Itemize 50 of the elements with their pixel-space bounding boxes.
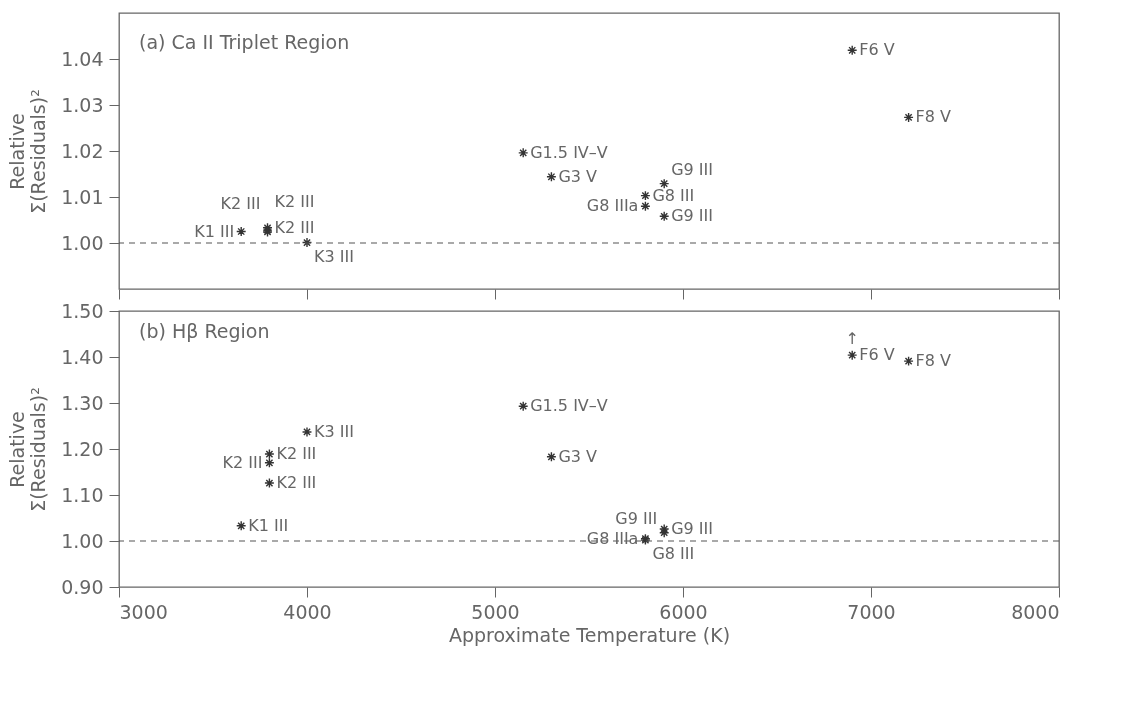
annotation: G3 V [558, 166, 598, 186]
y-tick-label: 1.40 [61, 345, 104, 368]
annotation: K2 III [222, 452, 263, 472]
y-axis-title: Relative Σ(Residuals)² [6, 387, 50, 512]
text: (a) Ca II Triplet Region [139, 31, 350, 53]
annotation: G8 IIIa [586, 528, 639, 548]
y-tick-label: 1.20 [61, 437, 104, 460]
annotation: G1.5 IV–V [530, 396, 608, 416]
y-tick-label: 1.02 [61, 139, 104, 162]
y-tick-label: 0.90 [61, 575, 104, 598]
x-tick-label: 8000 [1011, 600, 1060, 623]
y-tick-label: 1.10 [61, 483, 104, 506]
annotation: F8 V [915, 107, 952, 127]
y-axis-title: Relative Σ(Residuals)² [6, 89, 50, 214]
annotation: F6 V [859, 40, 895, 60]
annotation: G8 III [652, 185, 695, 205]
annotation: K2 III [276, 473, 317, 493]
annotation: K2 III [274, 192, 315, 212]
y-tick-label: 1.50 [61, 299, 104, 322]
annotation: G9 III [671, 206, 714, 226]
y-tick-label: 1.00 [61, 231, 104, 254]
x-tick-label: 5000 [471, 600, 520, 623]
x-tick-label: 6000 [659, 600, 708, 623]
y-tick-label: 1.01 [61, 185, 104, 208]
annotation: K3 III [314, 246, 354, 266]
annotation: G9 III [671, 159, 714, 179]
y-tick-label: 1.04 [61, 47, 104, 70]
annotation: G8 III [652, 544, 695, 564]
annotation: G9 III [671, 519, 714, 539]
annotation: K1 III [248, 515, 289, 535]
x-tick-label: 4000 [283, 600, 332, 623]
annotation: F6 V [859, 345, 895, 365]
y-tick-label: 1.03 [61, 93, 104, 116]
annotation: K2 III [220, 193, 261, 213]
annotation: G9 III [615, 508, 658, 528]
annotation: G3 V [558, 446, 598, 466]
annotation: K2 III [274, 217, 315, 237]
annotation: G8 IIIa [586, 196, 639, 216]
annotation: G1.5 IV–V [530, 142, 608, 162]
y-tick-label: 1.30 [61, 391, 104, 414]
annotation: F8 V [915, 351, 952, 371]
annotation: K1 III [194, 221, 235, 241]
text: (b) Hβ Region [139, 320, 270, 342]
x-tick-label: 7000 [847, 600, 896, 623]
x-tick-label: 3000 [119, 600, 168, 623]
annotation: K2 III [276, 444, 317, 464]
x-axis-title: Approximate Temperature (K) [448, 623, 731, 646]
annotation: K3 III [314, 421, 354, 441]
y-tick-label: 1.00 [61, 529, 104, 552]
annotation: ↑ [845, 328, 859, 348]
